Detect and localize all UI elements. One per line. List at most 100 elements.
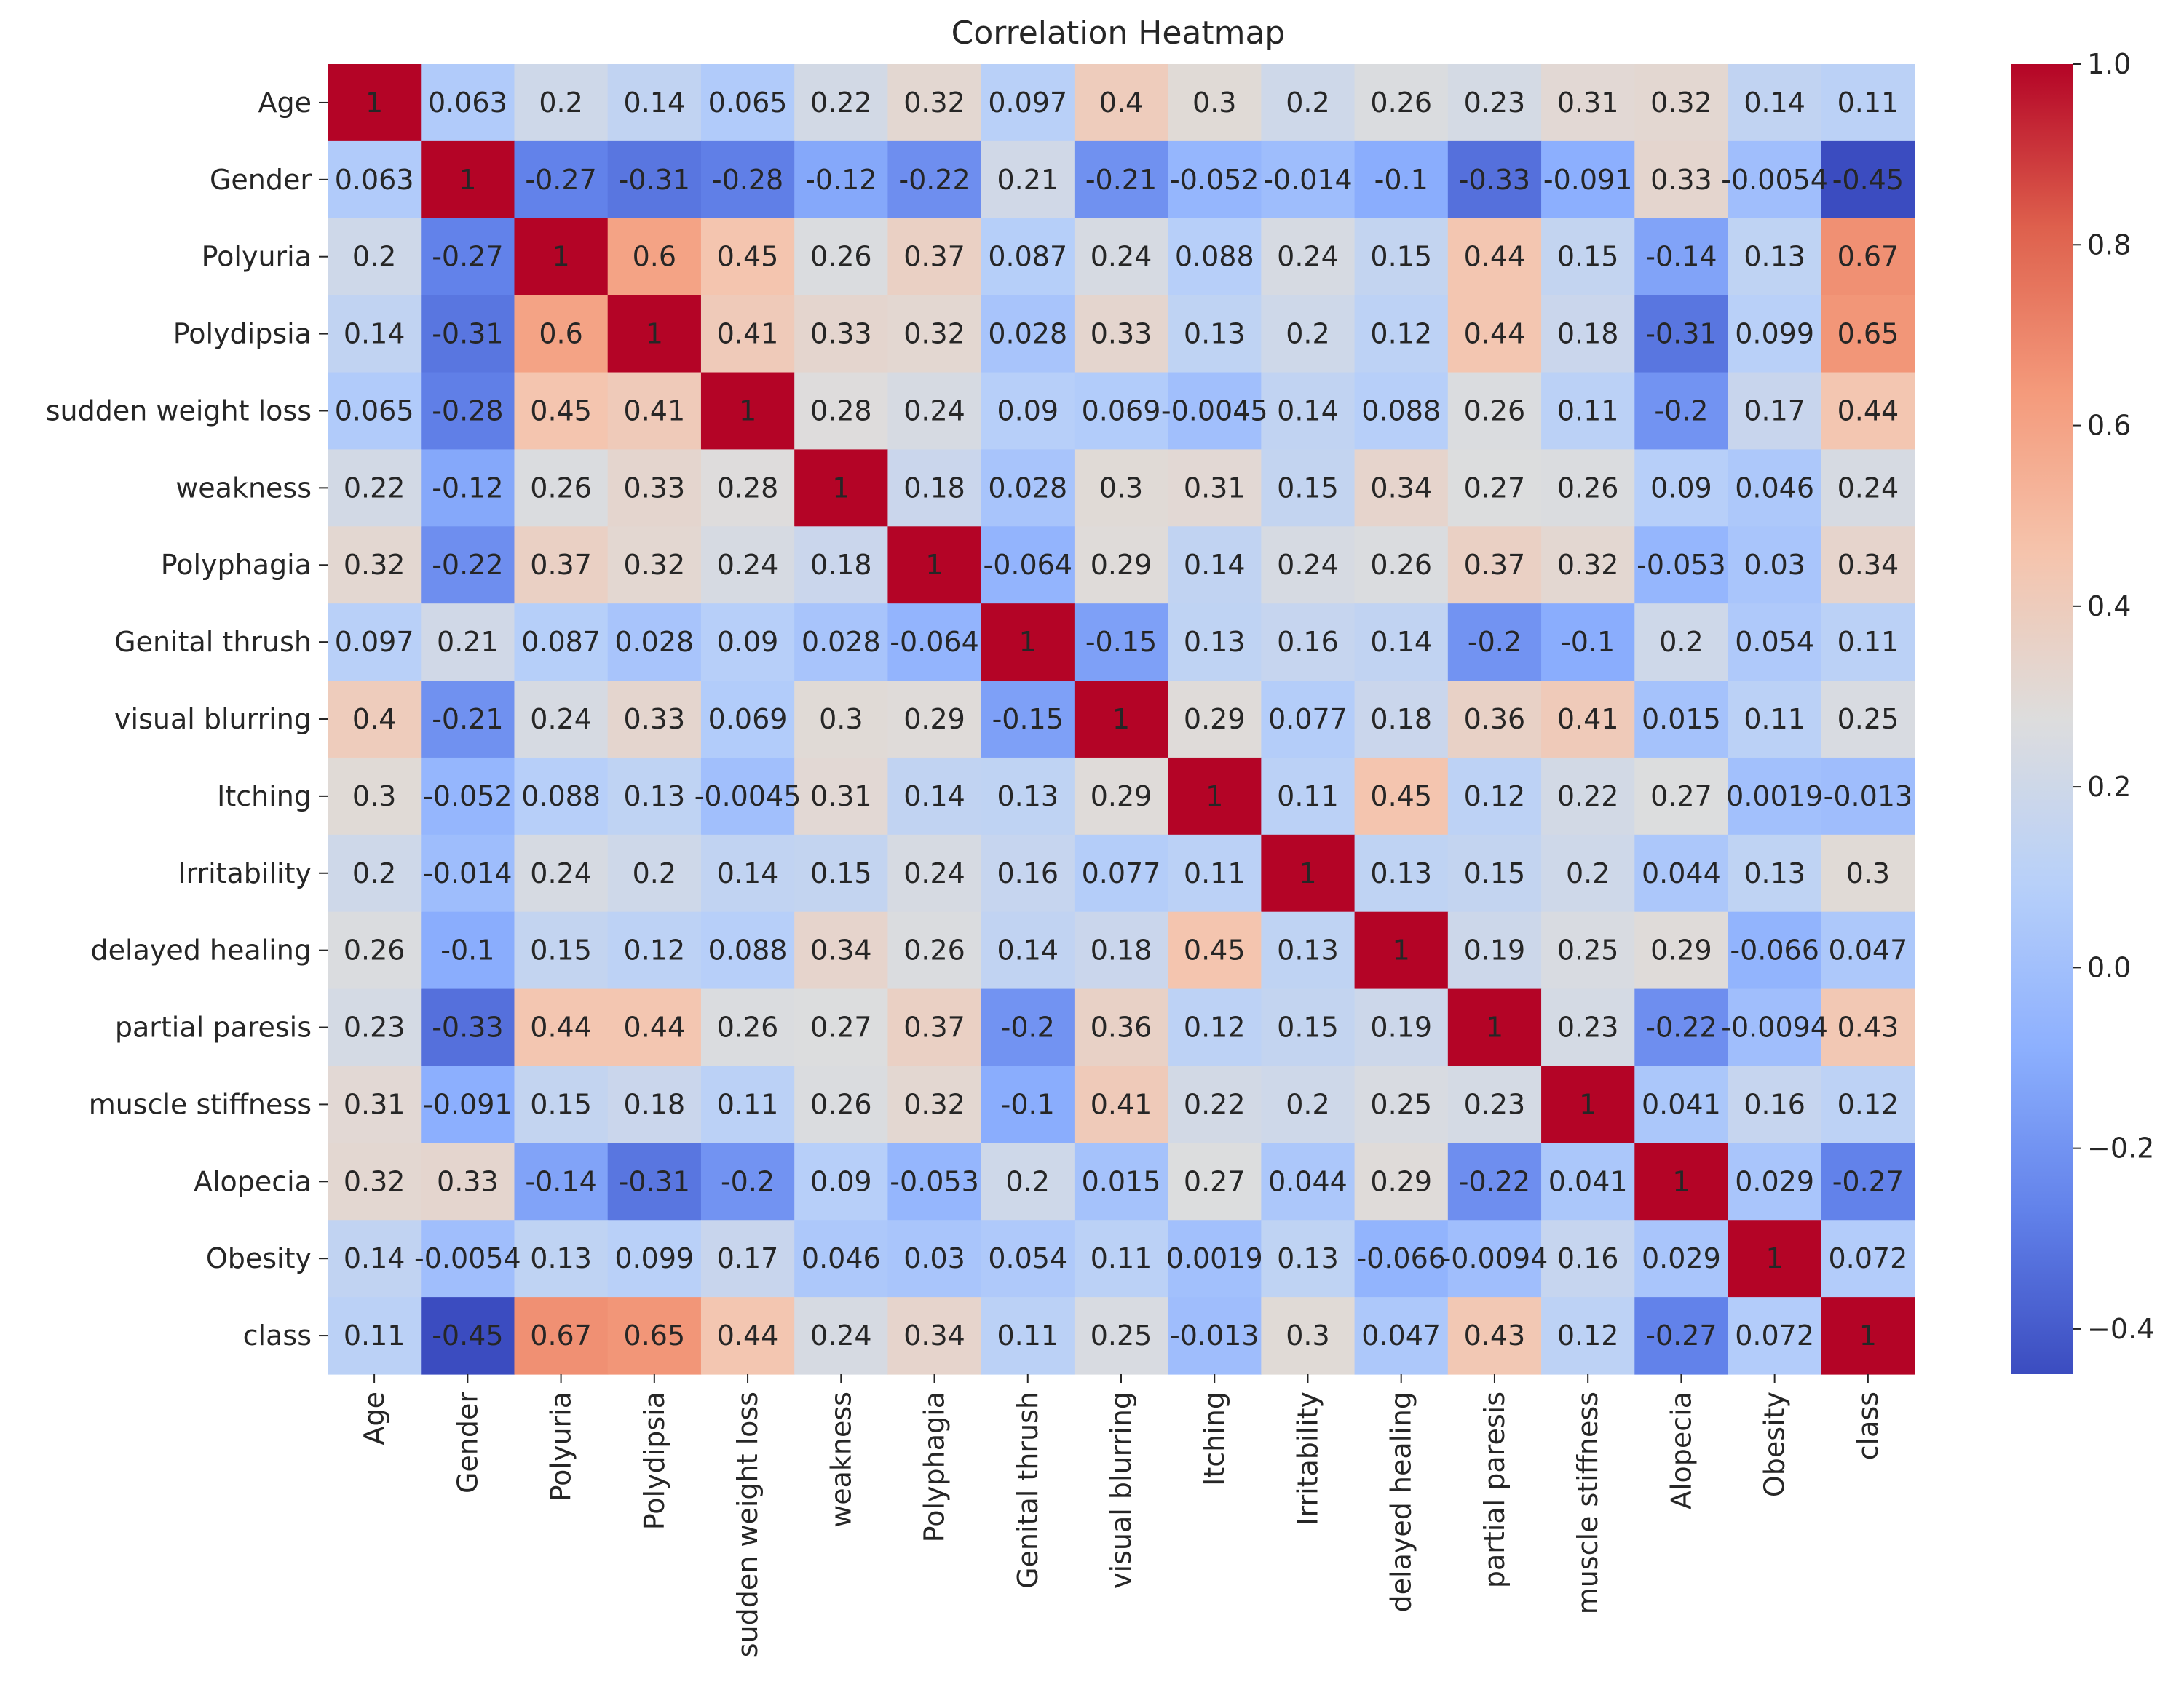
cell-value-label: 0.2: [1286, 318, 1329, 350]
heatmap-cell-sudden-weight-loss-genital-thrush: [981, 372, 1075, 451]
heatmap-cell-age-irritability: [1261, 64, 1356, 142]
colorbar-tick-label: −0.4: [2087, 1313, 2154, 1345]
heatmap-cell-itching-polyuria: [514, 757, 609, 836]
cell-value-label: 0.15: [1557, 241, 1619, 273]
cell-value-label: 0.33: [437, 1165, 499, 1197]
heatmap-cell-polyphagia-polyuria: [514, 526, 609, 604]
cell-value-label: 0.11: [1744, 703, 1805, 735]
y-tick-label: class: [243, 1320, 312, 1352]
cell-value-label: -0.0045: [695, 780, 802, 812]
heatmap-cell-obesity-sudden-weight-loss: [700, 1220, 795, 1298]
heatmap-cell-polyuria-partial-paresis: [1447, 218, 1542, 296]
cell-value-label: 0.32: [903, 87, 965, 119]
cell-value-label: 0.3: [1192, 87, 1236, 119]
x-tick-label: Obesity: [1759, 1392, 1791, 1497]
cell-value-label: 1: [1766, 1242, 1784, 1274]
cell-value-label: 0.11: [1837, 626, 1899, 658]
cell-value-label: 0.24: [1837, 472, 1899, 504]
cell-value-label: 0.11: [997, 1320, 1059, 1352]
cell-value-label: 0.054: [988, 1242, 1067, 1274]
heatmap-cell-visual-blurring-obesity: [1728, 681, 1822, 758]
cell-value-label: -0.27: [1645, 1320, 1717, 1352]
heatmap-cell-partial-paresis-alopecia: [1634, 988, 1729, 1067]
heatmap-cell-weakness-polydipsia: [607, 449, 702, 527]
heatmap-cell-age-partial-paresis: [1447, 64, 1542, 142]
heatmap-cell-obesity-muscle-stiffness: [1541, 1220, 1635, 1298]
cell-value-label: 0.24: [1277, 241, 1339, 273]
cell-value-label: -0.12: [805, 164, 877, 196]
heatmap-cell-muscle-stiffness-class: [1821, 1066, 1915, 1143]
cell-value-label: -0.0054: [1721, 164, 1828, 196]
cell-value-label: 0.33: [1091, 318, 1152, 350]
cell-value-label: -0.21: [1085, 164, 1157, 196]
heatmap-cell-partial-paresis-polydipsia: [607, 988, 702, 1067]
heatmap-cell-alopecia-partial-paresis: [1447, 1143, 1542, 1221]
cell-value-label: 1: [1299, 857, 1316, 889]
heatmap-cell-genital-thrush-class: [1821, 603, 1915, 681]
cell-value-label: 1: [1672, 1165, 1690, 1197]
x-tick-label: class: [1852, 1392, 1884, 1460]
cell-value-label: 0.19: [1464, 935, 1526, 967]
heatmap-cell-genital-thrush-gender: [421, 603, 515, 681]
heatmap-cell-partial-paresis-partial-paresis: [1447, 988, 1542, 1067]
cell-value-label: 0.088: [1175, 241, 1254, 273]
cell-value-label: 0.25: [1837, 703, 1899, 735]
cell-value-label: 0.088: [708, 935, 788, 967]
cell-value-label: 0.044: [1642, 857, 1721, 889]
cell-value-label: 0.14: [903, 780, 965, 812]
cell-value-label: 0.15: [530, 1088, 592, 1120]
heatmap-cell-delayed-healing-polydipsia: [607, 911, 702, 990]
heatmap-cell-alopecia-muscle-stiffness: [1541, 1143, 1635, 1221]
cell-value-label: 0.31: [344, 1088, 405, 1120]
heatmap-cell-itching-age: [328, 757, 422, 836]
heatmap-cell-genital-thrush-partial-paresis: [1447, 603, 1542, 681]
heatmap-cell-gender-obesity: [1728, 140, 1822, 219]
cell-value-label: 0.13: [1184, 626, 1246, 658]
heatmap-cell-delayed-healing-weakness: [794, 911, 889, 990]
heatmap-cell-class-class: [1821, 1297, 1915, 1375]
cell-value-label: 0.41: [624, 394, 686, 427]
cell-value-label: 1: [552, 241, 569, 273]
heatmap-cell-alopecia-gender: [421, 1143, 515, 1221]
heatmap-cell-irritability-muscle-stiffness: [1541, 834, 1635, 913]
heatmap-cell-irritability-polydipsia: [607, 834, 702, 913]
heatmap-cell-gender-genital-thrush: [981, 140, 1075, 219]
heatmap-cell-age-alopecia: [1634, 64, 1729, 142]
heatmap-cell-irritability-gender: [421, 834, 515, 913]
cell-value-label: 0.44: [717, 1320, 779, 1352]
heatmap-cell-genital-thrush-sudden-weight-loss: [700, 603, 795, 681]
y-tick-label: Alopecia: [194, 1165, 312, 1197]
heatmap-cell-itching-delayed-healing: [1354, 757, 1449, 836]
x-tick-label: Itching: [1198, 1392, 1230, 1486]
heatmap-cell-class-polyuria: [514, 1297, 609, 1375]
cell-value-label: 0.65: [624, 1320, 686, 1352]
cell-value-label: -0.45: [432, 1320, 503, 1352]
heatmap-cell-genital-thrush-irritability: [1261, 603, 1356, 681]
heatmap-cell-polydipsia-muscle-stiffness: [1541, 295, 1635, 373]
heatmap-cell-delayed-healing-obesity: [1728, 911, 1822, 990]
heatmap-cell-age-polyuria: [514, 64, 609, 142]
heatmap-cell-gender-sudden-weight-loss: [700, 140, 795, 219]
cell-value-label: -0.22: [1645, 1012, 1717, 1044]
cell-value-label: 0.26: [903, 935, 965, 967]
heatmap-cells: [328, 64, 1915, 1375]
cell-value-label: -0.33: [432, 1012, 503, 1044]
cell-value-label: 0.32: [624, 549, 686, 581]
cell-value-label: 0.14: [344, 318, 405, 350]
cell-value-label: 0.18: [1091, 935, 1152, 967]
cell-value-label: 0.11: [1837, 87, 1899, 119]
heatmap-cell-polydipsia-visual-blurring: [1074, 295, 1168, 373]
heatmap-cell-sudden-weight-loss-muscle-stiffness: [1541, 372, 1635, 451]
cell-value-label: 0.14: [1370, 626, 1432, 658]
cell-value-label: 0.32: [1557, 549, 1619, 581]
cell-value-label: 0.046: [1735, 472, 1814, 504]
heatmap-cell-genital-thrush-itching: [1168, 603, 1262, 681]
cell-value-label: 0.6: [539, 318, 582, 350]
cell-value-label: 0.16: [997, 857, 1059, 889]
heatmap-cell-delayed-healing-partial-paresis: [1447, 911, 1542, 990]
cell-value-label: 0.27: [1464, 472, 1526, 504]
cell-value-label: 0.12: [1184, 1012, 1246, 1044]
cell-value-label: 0.063: [335, 164, 414, 196]
cell-value-label: 0.45: [530, 394, 592, 427]
heatmap-cell-labels: 1 0.063 0.2 0.14 0.065 0.22 0.32 0.097 0.4 0.3 0.2…: [335, 87, 1912, 1352]
